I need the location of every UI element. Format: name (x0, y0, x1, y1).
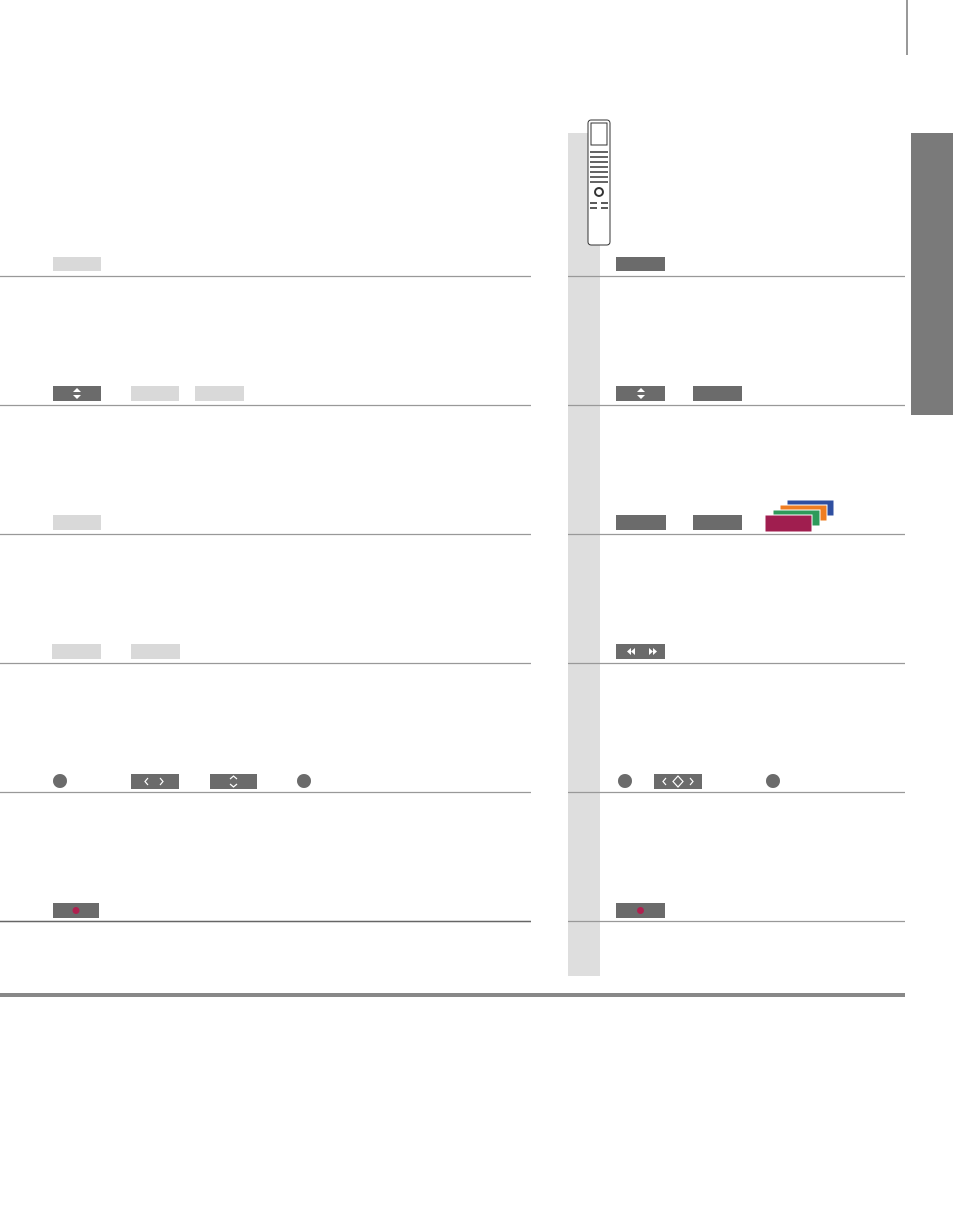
button (616, 257, 665, 271)
updown-button (53, 386, 101, 401)
updown-chevron-button (210, 774, 257, 789)
wind-button (616, 644, 665, 659)
leftright-button (131, 774, 179, 789)
color-buttons (764, 499, 835, 533)
remote-control-icon (587, 119, 611, 246)
button (131, 386, 179, 401)
row-separators (0, 275, 905, 923)
button (53, 257, 101, 271)
button (195, 386, 244, 401)
button (616, 515, 666, 530)
round-button (297, 774, 311, 788)
side-tab (911, 133, 953, 415)
button (53, 515, 101, 530)
round-button (53, 774, 67, 788)
button (131, 644, 180, 659)
record-button (616, 903, 665, 918)
button (52, 644, 101, 659)
updown-button (616, 386, 665, 401)
round-button (766, 774, 780, 788)
column-strip (568, 133, 600, 976)
button (693, 386, 742, 401)
record-button (53, 903, 99, 918)
bottom-rule (0, 993, 905, 997)
navigation-button (654, 774, 702, 789)
round-button (618, 774, 632, 788)
button (693, 515, 742, 530)
